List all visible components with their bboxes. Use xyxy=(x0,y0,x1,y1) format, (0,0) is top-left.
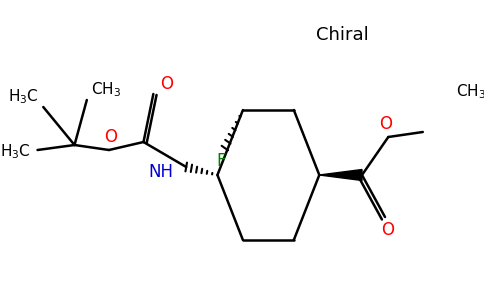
Text: NH: NH xyxy=(148,163,173,181)
Text: H$_3$C: H$_3$C xyxy=(9,88,39,106)
Text: O: O xyxy=(160,75,173,93)
Text: CH$_3$: CH$_3$ xyxy=(91,81,121,99)
Text: O: O xyxy=(379,115,393,133)
Text: O: O xyxy=(104,128,117,146)
Text: Chiral: Chiral xyxy=(316,26,369,44)
Text: H$_3$C: H$_3$C xyxy=(0,143,31,161)
Text: O: O xyxy=(381,221,394,239)
Polygon shape xyxy=(319,169,362,181)
Text: F: F xyxy=(216,152,226,170)
Text: CH$_3$: CH$_3$ xyxy=(455,82,484,101)
